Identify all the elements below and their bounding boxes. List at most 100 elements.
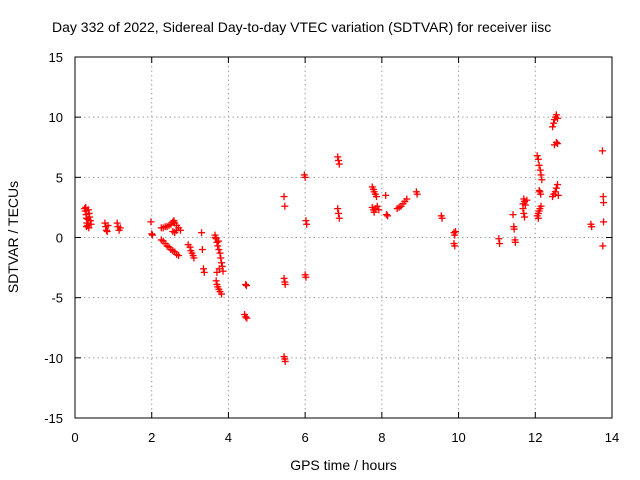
data-point (102, 226, 110, 234)
y-tick-label: 0 (56, 231, 63, 246)
data-point (219, 267, 227, 275)
data-point (334, 153, 342, 161)
data-point (281, 357, 289, 365)
data-point (496, 240, 504, 248)
data-point (536, 166, 544, 174)
data-point (199, 265, 207, 273)
data-point (600, 218, 608, 226)
data-point (373, 202, 381, 210)
data-point (242, 313, 250, 321)
data-point (190, 254, 198, 262)
data-point (554, 191, 562, 199)
data-point (85, 224, 93, 232)
chart-title: Day 332 of 2022, Sidereal Day-to-day VTE… (52, 19, 551, 35)
data-point (214, 237, 222, 245)
data-point (537, 202, 545, 210)
data-point (216, 249, 224, 257)
data-point (301, 173, 309, 181)
data-point (599, 242, 607, 250)
data-point (215, 265, 223, 273)
y-tick-label: 15 (49, 50, 63, 65)
data-point (213, 238, 221, 246)
data-point (509, 211, 517, 219)
x-tick-label: 6 (302, 430, 309, 445)
axis-ticks (74, 56, 613, 419)
data-point (335, 156, 343, 164)
data-point (554, 181, 562, 189)
data-point (600, 199, 608, 207)
y-tick-label: -5 (51, 291, 63, 306)
data-point (382, 191, 390, 199)
data-point (521, 213, 529, 221)
data-point (213, 268, 221, 276)
data-point (281, 280, 289, 288)
x-tick-label: 8 (378, 430, 385, 445)
x-tick-label: 12 (528, 430, 542, 445)
data-point (599, 193, 607, 201)
data-point (280, 274, 288, 282)
data-point (510, 225, 518, 233)
data-point (370, 208, 378, 216)
data-point (451, 242, 459, 250)
data-point (598, 147, 606, 155)
x-tick-labels: 0 2 4 6 8 10 12 14 (71, 430, 619, 445)
data-point (495, 235, 503, 243)
data-point (511, 238, 519, 246)
data-point (372, 193, 380, 201)
data-point (551, 188, 559, 196)
data-point (535, 187, 543, 195)
data-point (384, 212, 392, 220)
data-point (215, 246, 223, 254)
data-point (214, 242, 222, 250)
y-tick-labels: 15 10 5 0 -5 -10 -15 (44, 50, 63, 426)
data-point (218, 290, 226, 298)
data-point (173, 226, 181, 234)
y-tick-label: 10 (49, 110, 63, 125)
data-point (554, 140, 562, 148)
x-axis-label: GPS time / hours (290, 457, 397, 473)
data-point (103, 227, 111, 235)
x-tick-label: 14 (605, 430, 619, 445)
data-point (534, 214, 542, 222)
data-point (113, 219, 121, 227)
data-point (535, 161, 543, 169)
data-point (552, 138, 560, 146)
data-point (302, 273, 310, 281)
data-point (218, 259, 226, 267)
data-point (175, 252, 183, 260)
data-point (552, 184, 560, 192)
data-point (335, 160, 343, 168)
data-point (217, 254, 225, 262)
grid-lines (75, 57, 612, 418)
data-point (148, 230, 156, 238)
x-tick-label: 10 (451, 430, 465, 445)
data-point (549, 123, 557, 131)
data-point (538, 176, 546, 184)
data-point (552, 111, 560, 119)
data-points (81, 111, 608, 365)
data-point (198, 246, 206, 254)
data-point (537, 190, 545, 198)
data-point (211, 234, 219, 241)
data-point (116, 224, 124, 232)
data-point (438, 214, 446, 222)
y-tick-label: 5 (56, 170, 63, 185)
data-point (302, 217, 310, 225)
y-tick-label: -15 (44, 411, 63, 426)
data-point (242, 282, 250, 290)
data-point (533, 152, 541, 160)
data-point (335, 214, 343, 222)
data-point (519, 200, 527, 208)
data-point (413, 190, 421, 198)
data-point (523, 196, 531, 204)
x-tick-label: 4 (225, 430, 232, 445)
data-point (403, 195, 411, 203)
data-point (148, 231, 156, 239)
x-tick-label: 0 (71, 430, 78, 445)
data-point (554, 114, 562, 122)
data-point (147, 218, 155, 226)
data-point (212, 277, 220, 285)
data-point (520, 209, 528, 217)
data-point (84, 215, 92, 223)
